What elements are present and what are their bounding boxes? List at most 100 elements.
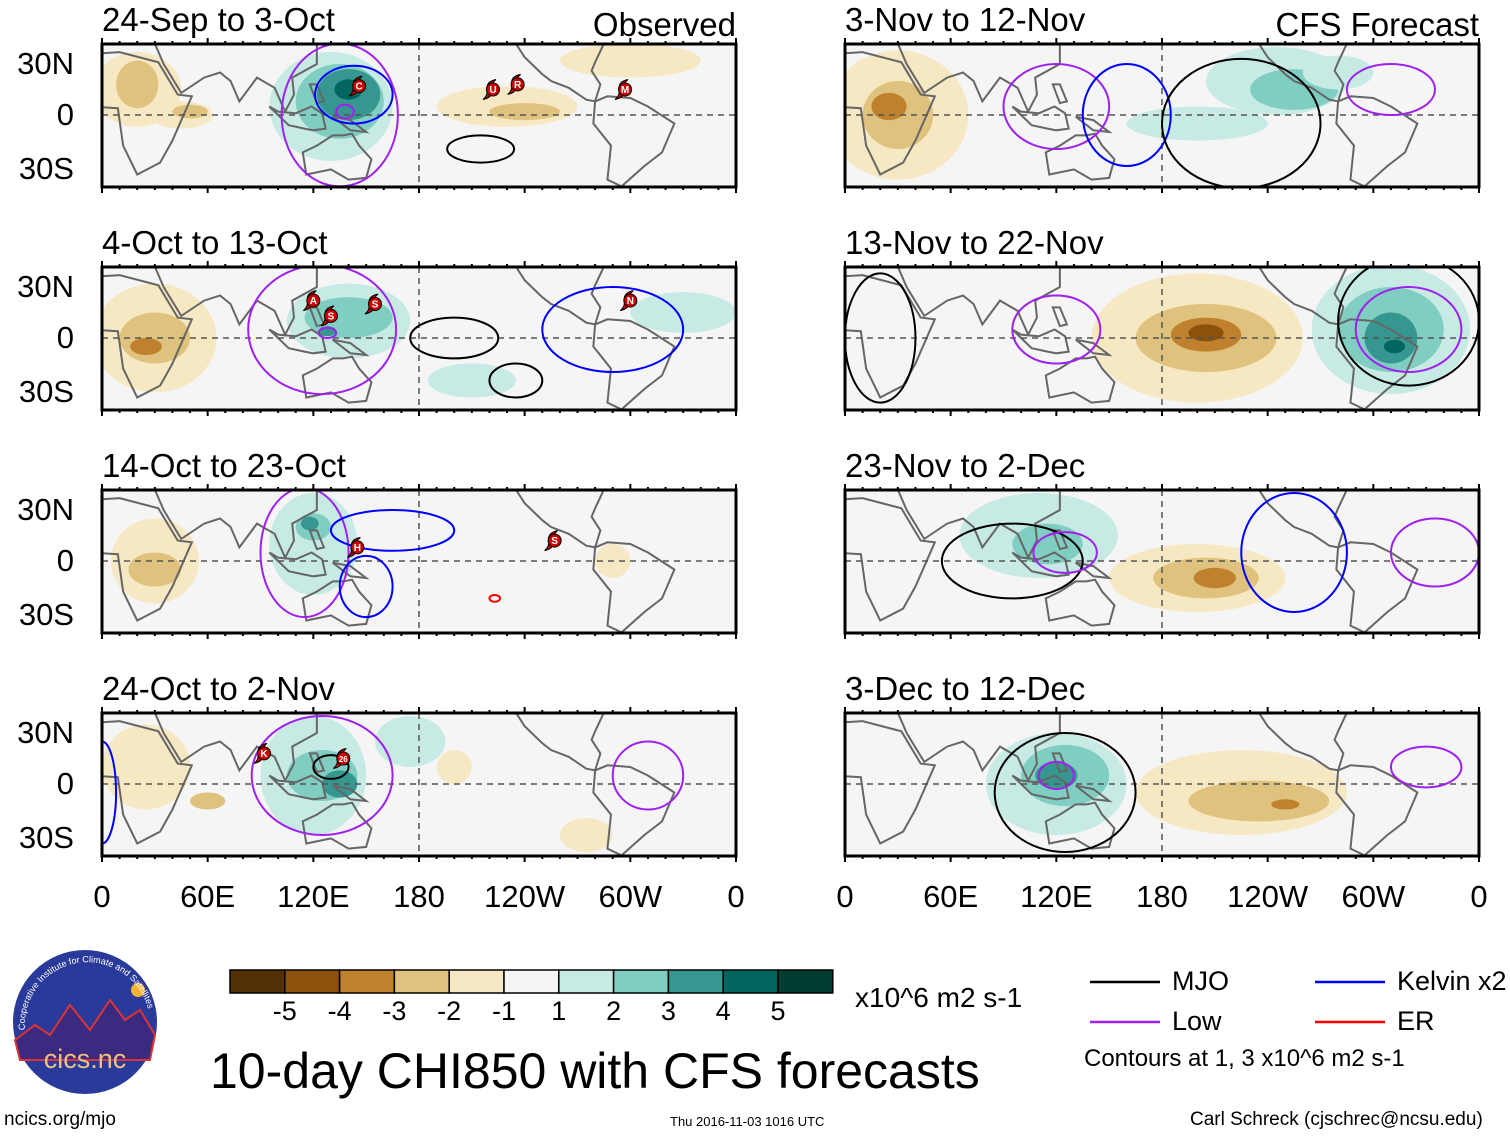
contour-kelvin: [1240, 492, 1348, 613]
contour-note: Contours at 1, 3 x10^6 m2 s-1: [1084, 1045, 1405, 1072]
lat-label: 30N: [17, 492, 74, 527]
contour-mjo: [1161, 57, 1322, 187]
storm-label: H: [354, 543, 361, 554]
storm-dot: [257, 746, 272, 761]
contour-kelvin: [541, 286, 685, 373]
coastline: [1011, 551, 1070, 578]
coastline: [153, 44, 318, 114]
lat-label: 30S: [18, 374, 74, 409]
anomaly-shading: [489, 103, 560, 121]
coastline: [268, 551, 327, 578]
coastline: [1075, 115, 1113, 134]
contour-kelvin: [338, 554, 394, 619]
map-panel: [843, 484, 1481, 639]
column-label: CFS Forecast: [1275, 6, 1479, 43]
storm-label: M: [621, 85, 629, 96]
coastline: [332, 784, 370, 803]
anomaly-shading: [1302, 55, 1374, 90]
storm-marker: U: [482, 79, 500, 100]
contour-low: [335, 103, 355, 120]
contour-kelvin: [314, 64, 394, 125]
coastline: [845, 51, 937, 176]
contour-mjo: [312, 754, 350, 780]
anomaly-shading: [1271, 799, 1300, 810]
lat-label: 30N: [17, 46, 74, 81]
contour-low: [611, 740, 685, 811]
storm-marker: K: [253, 742, 272, 764]
coastline: [514, 44, 605, 103]
contour-low: [1002, 63, 1111, 150]
storm-marker: H: [347, 536, 365, 558]
colorbar-swatch: [393, 969, 450, 994]
colorbar-label: -2: [437, 996, 462, 1026]
legend-label: ER: [1397, 1006, 1435, 1036]
lon-label: 180: [1136, 879, 1188, 914]
coastline: [896, 713, 1061, 783]
colorbar-swatch: [722, 969, 779, 994]
coastline: [1051, 752, 1069, 774]
coastline: [1257, 44, 1348, 103]
storm-label: S: [551, 536, 558, 547]
coastline: [1011, 774, 1070, 801]
contour-low: [1011, 294, 1102, 365]
contour-low: [1345, 63, 1436, 116]
coastline: [153, 713, 318, 783]
colorbar-label: 2: [606, 996, 622, 1026]
contour-low: [1389, 745, 1463, 789]
coastline: [1044, 801, 1116, 850]
storm-marker: M: [614, 79, 633, 100]
lat-label: 30S: [18, 820, 74, 855]
coastline: [102, 497, 194, 622]
colorbar-swatch: [777, 969, 834, 994]
lat-label: 30N: [17, 269, 74, 304]
colorbar-units: x10^6 m2 s-1: [855, 982, 1023, 1013]
contour-low: [1032, 531, 1098, 574]
contour-kelvin: [102, 740, 118, 845]
colorbar-label: -1: [491, 996, 517, 1026]
storm-label: N: [627, 296, 634, 307]
footer-url[interactable]: ncics.org/mjo: [4, 1109, 116, 1130]
lat-label: 0: [56, 543, 74, 578]
colorbar-swatch: [338, 969, 396, 994]
coastline: [1011, 105, 1070, 132]
coastline: [896, 44, 1061, 114]
storm-label: U: [489, 85, 496, 96]
coastline: [845, 497, 937, 622]
legend-label: Low: [1172, 1006, 1222, 1036]
logo-sun: [131, 983, 145, 997]
lat-label: 0: [56, 766, 74, 801]
storm-marker: A: [303, 290, 321, 312]
map-panel: HS: [100, 484, 738, 639]
storm-label: S: [372, 300, 379, 311]
colorbar-swatch: [229, 969, 286, 994]
lat-label: 0: [56, 97, 74, 132]
panel-period: 14-Oct to 23-Oct: [102, 447, 346, 484]
lon-label: 60E: [923, 879, 979, 914]
logo-mountains: [13, 998, 157, 1061]
coastline: [845, 274, 937, 399]
colorbar-label: 4: [715, 996, 731, 1026]
coastline: [1335, 541, 1419, 633]
legend-label: MJO: [1172, 966, 1229, 996]
contour-mjo: [845, 272, 917, 404]
anomaly-shading: [1193, 567, 1236, 589]
anomaly-shading: [172, 104, 208, 119]
contour-mjo: [446, 134, 516, 164]
storm-dot: [336, 751, 351, 766]
map-panel: [843, 38, 1481, 193]
storm-dot: [547, 533, 562, 548]
colorbar-label: 5: [770, 996, 786, 1026]
panel-period: 4-Oct to 13-Oct: [102, 224, 328, 261]
map-panel: K 26: [100, 707, 738, 862]
map-panel: [843, 707, 1481, 862]
coastline: [1335, 764, 1419, 856]
storm-label: R: [514, 80, 522, 91]
storm-label: 26: [339, 755, 348, 764]
contour-mjo: [409, 316, 500, 360]
storm-dot: [485, 82, 500, 97]
storm-dot: [510, 77, 525, 92]
colorbar-swatch: [503, 969, 560, 994]
anomaly-shading: [1383, 339, 1406, 354]
